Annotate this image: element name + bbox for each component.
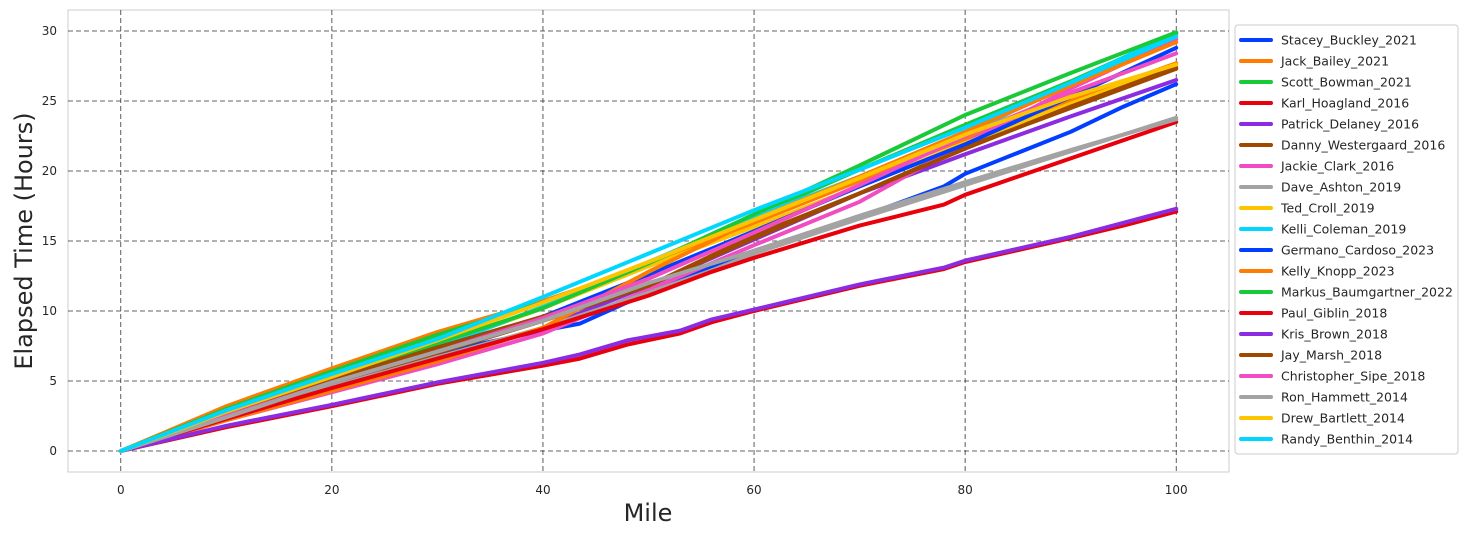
legend-item: Ted_Croll_2019	[1239, 201, 1375, 216]
legend-label-Markus_Baumgartner_2022: Markus_Baumgartner_2022	[1281, 285, 1453, 300]
legend-item: Jackie_Clark_2016	[1239, 159, 1394, 174]
legend-label-Ron_Hammett_2014: Ron_Hammett_2014	[1281, 390, 1408, 405]
y-tick-label-3: 15	[42, 234, 57, 248]
x-tick-label-0: 0	[117, 483, 125, 497]
legend-item: Germano_Cardoso_2023	[1239, 243, 1434, 258]
series-line-Jay_Marsh_2018	[118, 65, 1179, 453]
legend-item: Stacey_Buckley_2021	[1239, 33, 1417, 48]
x-tick-label-3: 60	[746, 483, 761, 497]
y-tick-label-5: 25	[42, 94, 57, 108]
legend-label-Stacey_Buckley_2021: Stacey_Buckley_2021	[1281, 33, 1417, 48]
legend-label-Christopher_Sipe_2018: Christopher_Sipe_2018	[1281, 369, 1425, 384]
y-tick-labels: 0 5 10 15 20 25 30	[42, 24, 57, 458]
series-line-Kelly_Knopp_2023	[118, 40, 1179, 453]
legend-item: Kris_Brown_2018	[1239, 327, 1388, 342]
legend-label-Jay_Marsh_2018: Jay_Marsh_2018	[1280, 348, 1382, 363]
legend-item: Randy_Benthin_2014	[1239, 432, 1413, 447]
legend-item: Patrick_Delaney_2016	[1239, 117, 1419, 132]
legend-item: Jack_Bailey_2021	[1239, 54, 1389, 69]
series-line-Paul_Giblin_2018	[118, 120, 1179, 453]
legend-item: Danny_Westergaard_2016	[1239, 138, 1445, 153]
series-line-Randy_Benthin_2014	[118, 34, 1179, 453]
y-tick-label-6: 30	[42, 24, 57, 38]
legend-item: Kelli_Coleman_2019	[1239, 222, 1406, 237]
series-line-Kris_Brown_2018	[118, 206, 1179, 453]
series-lines	[118, 30, 1179, 453]
legend-item: Ron_Hammett_2014	[1239, 390, 1408, 405]
legend-label-Scott_Bowman_2021: Scott_Bowman_2021	[1281, 75, 1412, 90]
y-axis-title: Elapsed Time (Hours)	[10, 112, 38, 369]
legend-item: Paul_Giblin_2018	[1239, 306, 1387, 321]
y-tick-label-1: 5	[49, 374, 57, 388]
legend-label-Jackie_Clark_2016: Jackie_Clark_2016	[1280, 159, 1394, 174]
legend-label-Dave_Ashton_2019: Dave_Ashton_2019	[1281, 180, 1401, 195]
legend-label-Randy_Benthin_2014: Randy_Benthin_2014	[1281, 432, 1413, 447]
legend-item: Markus_Baumgartner_2022	[1239, 285, 1453, 300]
legend-label-Drew_Bartlett_2014: Drew_Bartlett_2014	[1281, 411, 1405, 426]
x-tick-label-4: 80	[957, 483, 972, 497]
series-line-Ron_Hammett_2014	[118, 117, 1179, 453]
legend: Stacey_Buckley_2021 Jack_Bailey_2021 Scott…	[1234, 24, 1459, 455]
legend-item: Christopher_Sipe_2018	[1239, 369, 1425, 384]
legend-label-Karl_Hoagland_2016: Karl_Hoagland_2016	[1281, 96, 1409, 111]
legend-frame	[1234, 24, 1459, 455]
legend-label-Paul_Giblin_2018: Paul_Giblin_2018	[1281, 306, 1387, 321]
legend-label-Jack_Bailey_2021: Jack_Bailey_2021	[1280, 54, 1389, 69]
legend-item: Jay_Marsh_2018	[1239, 348, 1382, 363]
legend-label-Kelly_Knopp_2023: Kelly_Knopp_2023	[1281, 264, 1395, 279]
legend-label-Ted_Croll_2019: Ted_Croll_2019	[1280, 201, 1375, 216]
legend-item: Drew_Bartlett_2014	[1239, 411, 1405, 426]
legend-item: Karl_Hoagland_2016	[1239, 96, 1409, 111]
legend-label-Germano_Cardoso_2023: Germano_Cardoso_2023	[1281, 243, 1434, 258]
x-tick-label-2: 40	[535, 483, 550, 497]
x-tick-labels: 0 20 40 60 80 100	[117, 483, 1188, 497]
x-tick-label-5: 100	[1165, 483, 1188, 497]
y-tick-label-2: 10	[42, 304, 57, 318]
legend-label-Danny_Westergaard_2016: Danny_Westergaard_2016	[1281, 138, 1445, 153]
x-axis-title: Mile	[624, 499, 673, 527]
series-line-Drew_Bartlett_2014	[118, 62, 1179, 453]
legend-label-Kris_Brown_2018: Kris_Brown_2018	[1281, 327, 1388, 342]
y-tick-label-4: 20	[42, 164, 57, 178]
legend-item: Scott_Bowman_2021	[1239, 75, 1412, 90]
legend-label-Patrick_Delaney_2016: Patrick_Delaney_2016	[1281, 117, 1419, 132]
x-tick-label-1: 20	[324, 483, 339, 497]
y-tick-label-0: 0	[49, 444, 57, 458]
legend-item: Kelly_Knopp_2023	[1239, 264, 1395, 279]
grid	[68, 10, 1229, 472]
legend-label-Kelli_Coleman_2019: Kelli_Coleman_2019	[1281, 222, 1406, 237]
legend-item: Dave_Ashton_2019	[1239, 180, 1401, 195]
